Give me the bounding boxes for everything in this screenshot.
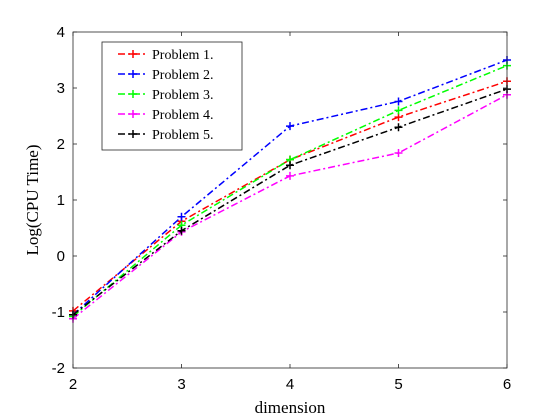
y-tick-label: -2 (52, 360, 65, 377)
data-point-1-4 (394, 113, 403, 122)
x-axis-title: dimension (255, 398, 326, 417)
series-line-5 (72, 88, 508, 316)
y-tick-label: 2 (57, 136, 65, 153)
legend-marker (129, 130, 137, 138)
x-tick-label: 6 (503, 376, 511, 393)
legend-item-5: Problem 5. (118, 128, 213, 143)
data-point-2-3 (286, 122, 294, 131)
data-point-4-3 (286, 171, 294, 180)
data-point-5-4 (394, 123, 403, 132)
legend-label: Problem 1. (152, 48, 213, 63)
legend-marker (129, 50, 137, 58)
y-tick-label: 1 (57, 192, 65, 209)
legend: Problem 1. Problem 2. Problem 3. Problem 4.… (101, 41, 243, 151)
data-point-5-2 (177, 226, 186, 235)
data-point-3-4 (394, 106, 403, 115)
legend-label: Problem 3. (152, 88, 213, 103)
x-tick-label: 2 (69, 376, 77, 393)
legend-marker (129, 110, 137, 118)
x-tick-label: 5 (394, 376, 402, 393)
legend-label: Problem 5. (152, 128, 213, 143)
x-tick-label: 4 (286, 376, 294, 393)
y-tick-label: -1 (52, 304, 65, 321)
legend-marker (129, 90, 137, 98)
legend-box (101, 41, 243, 151)
y-tick-label: 0 (57, 248, 65, 265)
legend-marker (129, 70, 137, 78)
legend-label: Problem 2. (152, 68, 213, 83)
data-point-5-3 (286, 161, 294, 170)
data-point-2-4 (394, 97, 403, 106)
legend-item-2: Problem 2. (118, 68, 213, 83)
ticks-layer: 2 3 4 5 6 -2 -1 0 1 2 3 4 (52, 24, 512, 393)
data-point-2-2 (177, 212, 186, 221)
y-axis-title: Log(CPU Time) (23, 145, 42, 256)
legend-item-3: Problem 3. (118, 88, 213, 103)
y-tick-label: 4 (57, 24, 65, 41)
legend-label: Problem 4. (152, 108, 213, 123)
x-tick-label: 3 (177, 376, 185, 393)
legend-item-4: Problem 4. (118, 108, 213, 123)
series-line-3 (72, 64, 508, 318)
data-point-4-4 (394, 148, 403, 157)
y-tick-label: 3 (57, 80, 65, 97)
legend-item-1: Problem 1. (118, 48, 213, 63)
